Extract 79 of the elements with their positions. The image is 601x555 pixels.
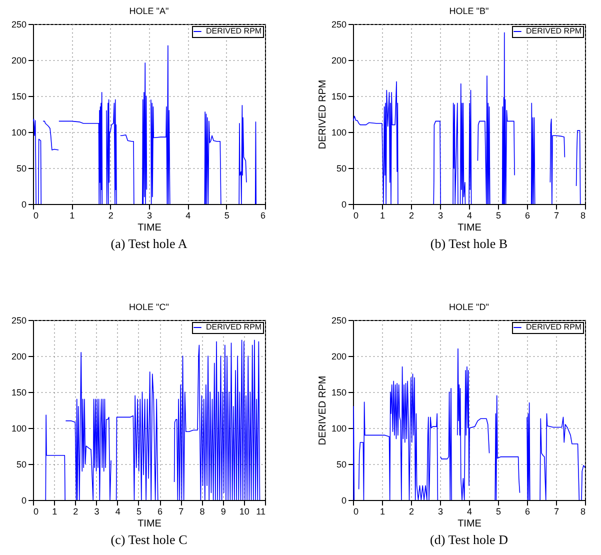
x-tick-label: 5 [136, 506, 142, 516]
x-tick-label: 0 [34, 210, 39, 220]
x-tick-label: 4 [115, 506, 120, 516]
y-tick-label: 50 [336, 164, 346, 174]
x-tick-label: 4 [466, 210, 472, 220]
x-tick-label: 8 [200, 506, 205, 516]
x-tick-label: 3 [94, 506, 100, 516]
y-tick-label: 150 [331, 92, 346, 102]
legend-label: DERIVED RPM [206, 26, 262, 36]
y-tick-label: 250 [11, 20, 26, 30]
y-axis-title: DERIVED RPM [317, 80, 328, 150]
y-tick-label: 250 [331, 316, 346, 326]
x-tick-label: 7 [554, 506, 560, 516]
chart-title: HOLE "D" [449, 302, 489, 312]
x-tick-label: 4 [466, 506, 472, 516]
legend-label: DERIVED RPM [526, 26, 582, 36]
x-tick-label: 6 [158, 506, 163, 516]
x-tick-label: 11 [256, 506, 266, 516]
y-tick-label: 0 [21, 200, 26, 210]
y-tick-label: 200 [11, 56, 26, 66]
y-tick-label: 0 [341, 200, 346, 210]
text: (c) Test hole C [110, 532, 188, 547]
x-tick-label: 9 [220, 506, 226, 516]
x-tick-label: 5 [496, 506, 502, 516]
x-tick-label: 3 [438, 506, 444, 516]
y-tick-label: 100 [11, 128, 26, 138]
y-tick-label: 100 [331, 424, 346, 434]
x-tick-label: 8 [580, 210, 586, 220]
y-tick-label: 0 [21, 496, 26, 506]
y-tick-label: 50 [16, 460, 26, 470]
x-tick-label: 3 [438, 210, 444, 220]
x-axis-title: TIME [138, 518, 162, 530]
x-tick-label: 2 [408, 210, 414, 220]
x-tick-label: 6 [524, 506, 530, 516]
x-tick-label: 7 [178, 506, 184, 516]
legend-label: DERIVED RPM [526, 322, 582, 332]
chart-title: HOLE "B" [449, 6, 489, 16]
x-tick-label: 0 [34, 506, 39, 516]
x-tick-label: 1 [70, 210, 75, 220]
x-tick-label: 1 [380, 210, 386, 220]
y-tick-label: 200 [331, 56, 346, 66]
x-tick-label: 2 [108, 210, 114, 220]
x-tick-label: 7 [554, 210, 560, 220]
text: (a) Test hole A [110, 236, 188, 251]
y-tick-label: 100 [11, 424, 26, 434]
chart-title: HOLE "A" [129, 6, 169, 16]
y-tick-label: 200 [11, 352, 26, 362]
x-tick-label: 8 [580, 506, 586, 516]
y-axis-title: DERIVED RPM [317, 376, 328, 446]
x-tick-label: 2 [408, 506, 414, 516]
y-tick-label: 250 [11, 316, 26, 326]
y-tick-label: 100 [331, 128, 346, 138]
y-tick-label: 150 [11, 92, 26, 102]
text: (d) Test hole D [430, 532, 508, 547]
x-tick-label: 1 [52, 506, 58, 516]
x-axis-title: TIME [458, 518, 482, 530]
x-tick-label: 5 [496, 210, 502, 220]
y-tick-label: 150 [331, 388, 346, 398]
x-tick-label: 0 [354, 506, 359, 516]
x-tick-label: 3 [146, 210, 152, 220]
x-tick-label: 6 [524, 210, 530, 220]
x-tick-label: 1 [380, 506, 386, 516]
legend-label: DERIVED RPM [206, 322, 262, 332]
chart-title: HOLE "C" [129, 302, 169, 312]
x-tick-label: 6 [260, 210, 266, 220]
x-axis-title: TIME [138, 222, 162, 234]
text: (b) Test hole B [430, 236, 508, 251]
x-tick-label: 2 [73, 506, 78, 516]
y-tick-label: 50 [336, 460, 346, 470]
y-tick-label: 150 [11, 388, 26, 398]
y-tick-label: 50 [16, 164, 26, 174]
x-tick-label: 10 [239, 506, 250, 516]
y-tick-label: 200 [331, 352, 346, 362]
x-axis-title: TIME [458, 222, 482, 234]
y-tick-label: 250 [331, 20, 346, 30]
x-tick-label: 5 [224, 210, 230, 220]
y-tick-label: 0 [341, 496, 346, 506]
x-tick-label: 0 [354, 210, 359, 220]
x-tick-label: 4 [186, 210, 191, 220]
